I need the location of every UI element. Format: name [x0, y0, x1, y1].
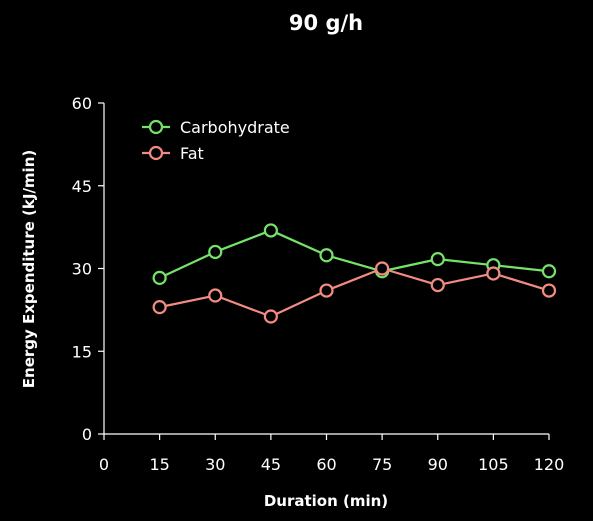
carbohydrate-data-point — [430, 252, 445, 267]
fat-data-point — [319, 283, 334, 298]
y-tick-label: 60 — [72, 94, 92, 113]
x-ticks: 0 15 30 45 60 75 90 105 120 — [99, 434, 564, 474]
fat-series-line — [159, 267, 550, 318]
fat-data-point — [375, 261, 390, 276]
chart-title: 90 g/h — [289, 11, 363, 35]
carbohydrate-series-line — [159, 229, 550, 279]
y-tick-label: 0 — [82, 425, 92, 444]
fat-data-point — [152, 300, 167, 315]
x-tick-label: 15 — [149, 455, 169, 474]
legend: Carbohydrate Fat — [142, 118, 290, 163]
carbohydrate-data-point — [541, 264, 557, 279]
fat-legend-marker — [148, 145, 164, 161]
x-tick-label: 90 — [428, 455, 448, 474]
x-tick-label: 30 — [205, 455, 225, 474]
x-tick-label: 120 — [534, 455, 565, 474]
fat-data-point — [263, 309, 278, 324]
x-tick-label: 45 — [261, 455, 281, 474]
carbohydrate-legend-marker — [148, 119, 164, 135]
fat-data-point — [208, 288, 223, 303]
y-axis-label: Energy Expenditure (kJ/min) — [20, 150, 38, 388]
y-tick-label: 45 — [72, 177, 92, 196]
y-tick-label: 30 — [72, 260, 92, 279]
x-tick-label: 60 — [316, 455, 336, 474]
series-layer — [152, 223, 557, 324]
x-axis-label: Duration (min) — [264, 492, 388, 510]
y-ticks: 0 15 30 45 60 — [72, 94, 104, 444]
x-tick-label: 0 — [99, 455, 109, 474]
carbohydrate-legend-label: Carbohydrate — [180, 118, 290, 137]
x-tick-label: 105 — [478, 455, 509, 474]
carbohydrate-data-point — [263, 223, 278, 238]
fat-data-point — [430, 277, 445, 293]
carbohydrate-data-point — [152, 270, 167, 285]
fat-data-point — [541, 283, 557, 298]
carbohydrate-data-point — [208, 244, 223, 260]
x-tick-label: 75 — [372, 455, 392, 474]
fat-legend-label: Fat — [180, 144, 204, 163]
fat-data-point — [486, 266, 501, 281]
y-tick-label: 15 — [72, 342, 92, 361]
carbohydrate-data-point — [319, 248, 334, 263]
